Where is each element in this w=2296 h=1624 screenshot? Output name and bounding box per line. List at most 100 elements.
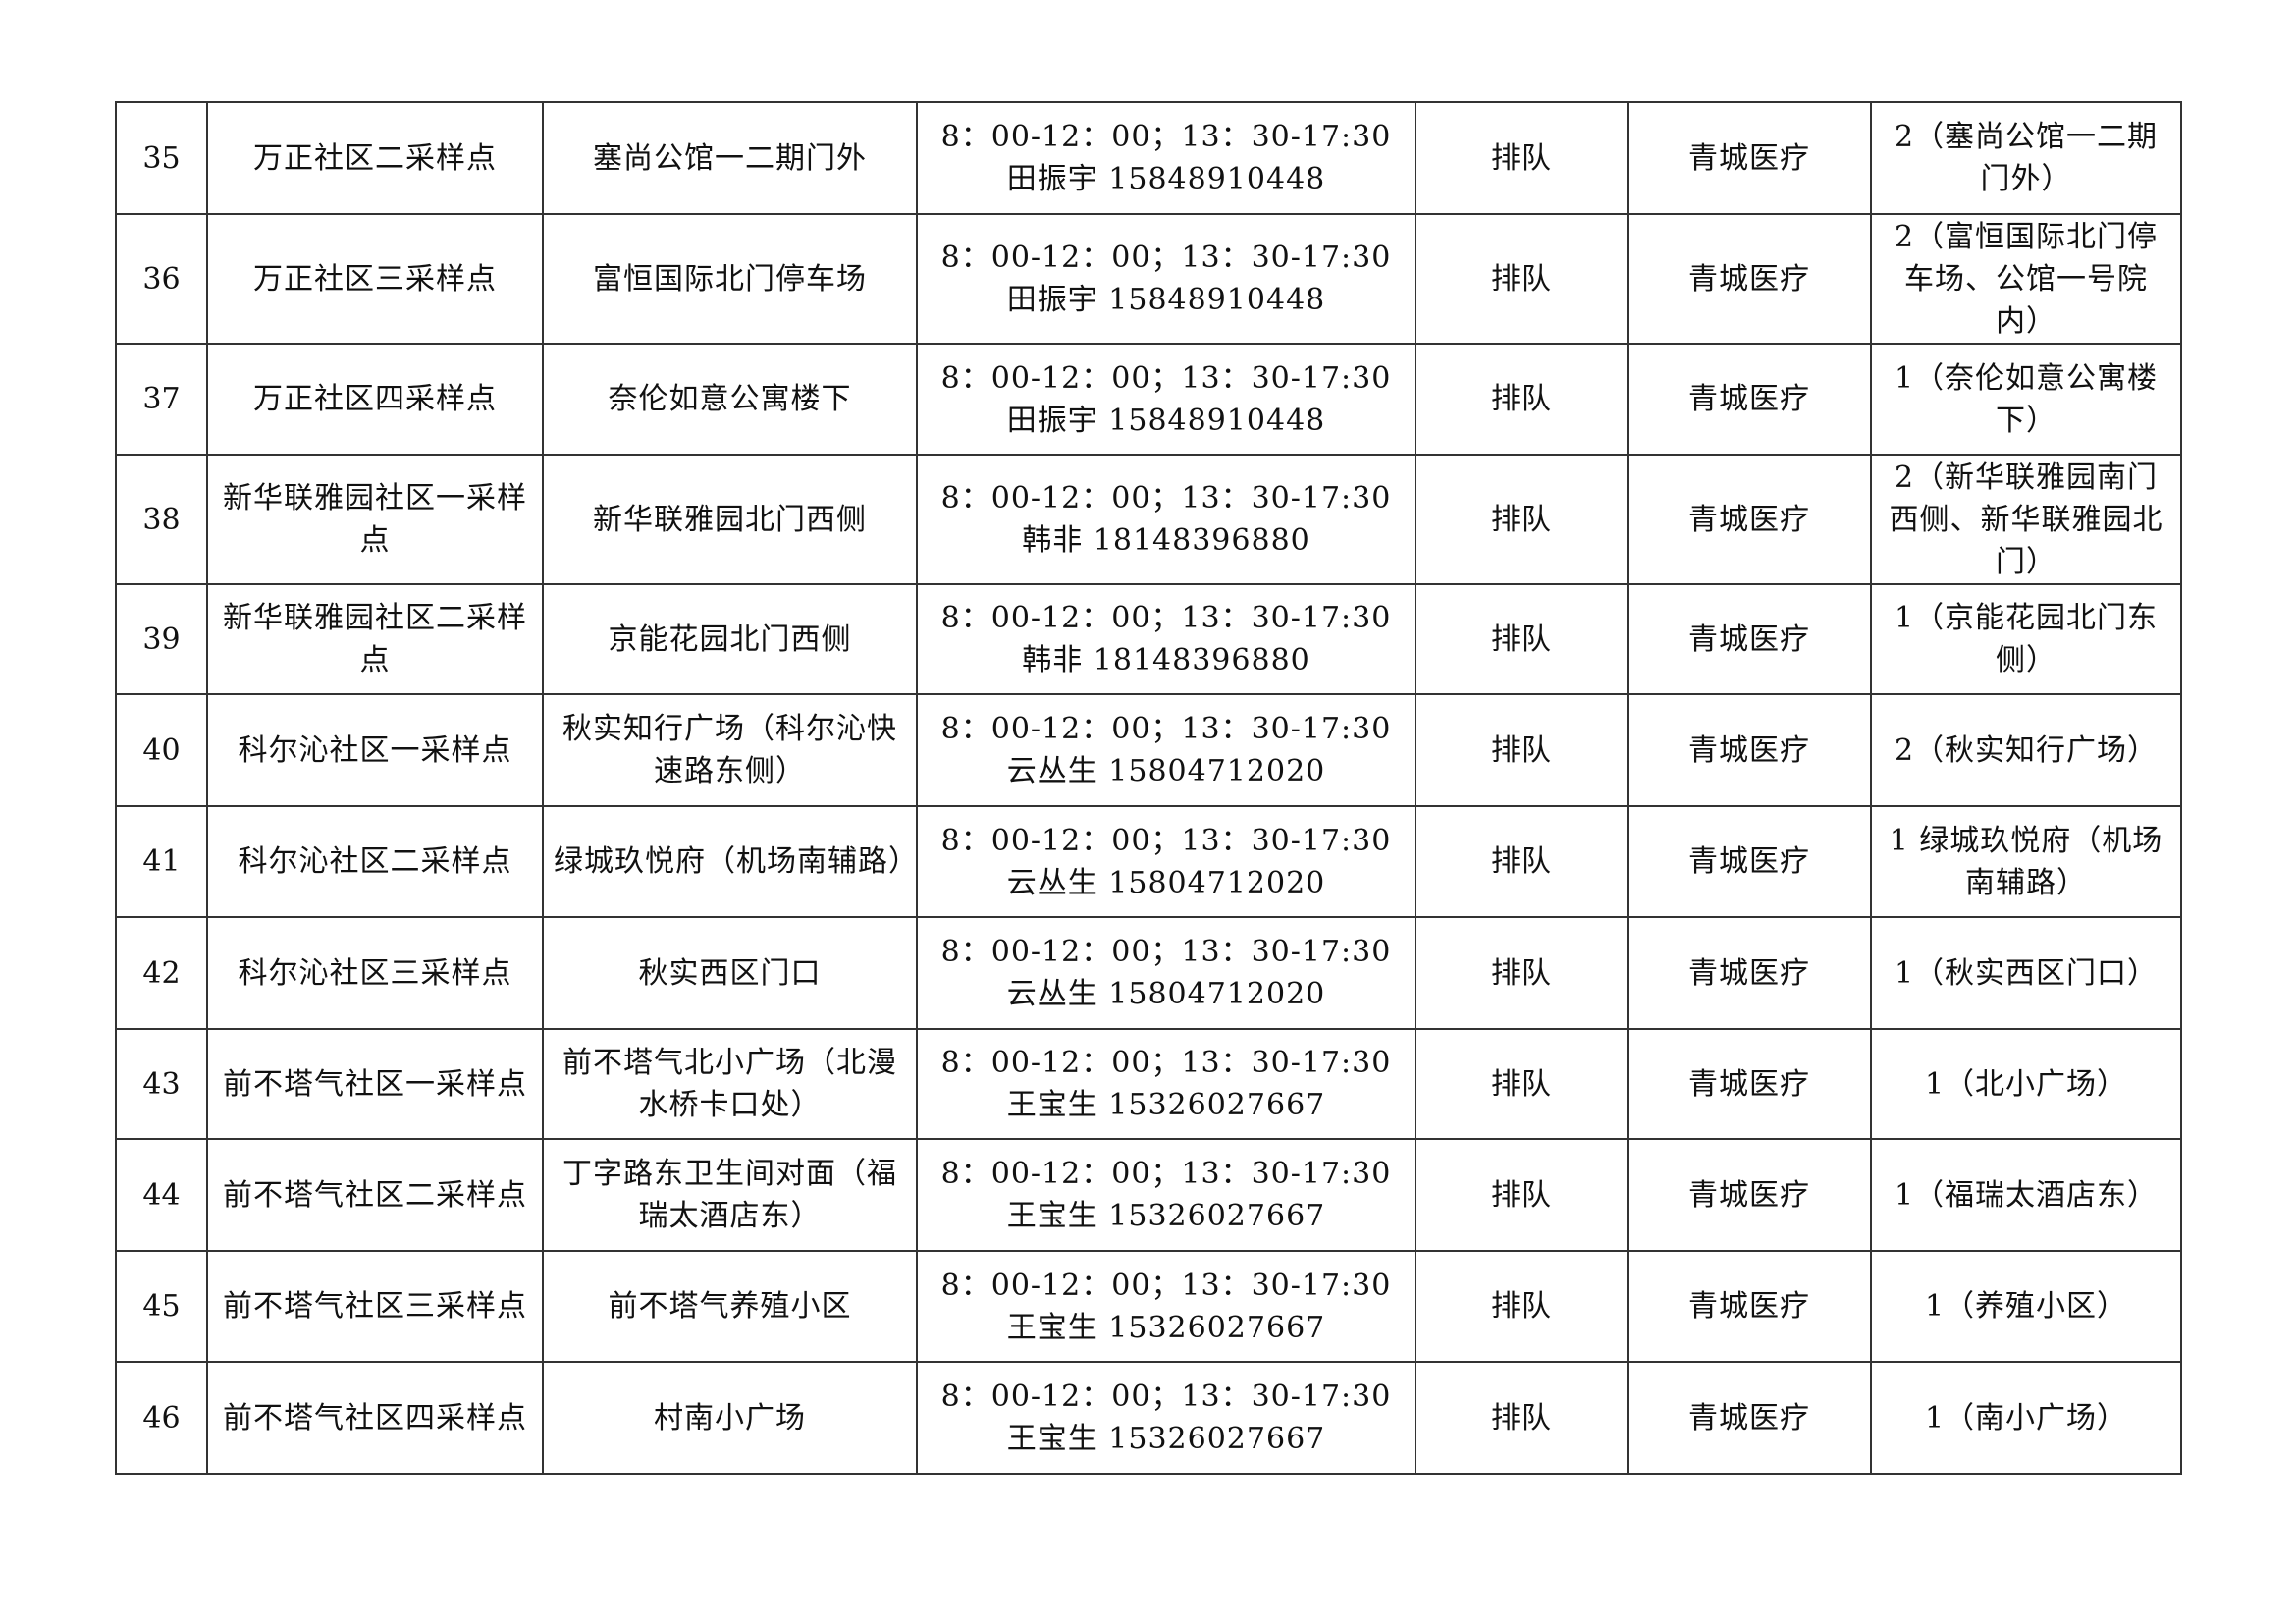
site-location: 京能花园北门西侧: [542, 583, 918, 695]
service-hours: 8：00-12：00；13：30-17:30: [940, 1380, 1392, 1414]
sampling-sites-table: 35 万正社区二采样点 塞尚公馆一二期门外 8：00-12：00；13：30-17:3…: [115, 101, 2182, 1475]
row-number: 40: [115, 693, 208, 807]
row-number: 44: [115, 1138, 208, 1252]
service-hours: 8：00-12：00；13：30-17:30: [940, 935, 1392, 969]
medical-org: 青城医疗: [1627, 213, 1872, 345]
hours-contact-cell: 8：00-12：00；13：30-17:30 云丛生 15804712020: [916, 916, 1416, 1030]
site-location: 秋实西区门口: [542, 916, 918, 1030]
site-name: 万正社区四采样点: [206, 343, 544, 456]
site-name: 前不塔气社区四采样点: [206, 1361, 544, 1475]
medical-org: 青城医疗: [1627, 1361, 1872, 1475]
table-row: 39 新华联雅园社区二采样点 京能花园北门西侧 8：00-12：00；13：30-17…: [115, 583, 2182, 695]
site-name: 万正社区二采样点: [206, 101, 544, 215]
site-location: 绿城玖悦府（机场南辅路）: [542, 805, 918, 918]
sampling-points: 1（秋实西区门口）: [1870, 916, 2182, 1030]
sampling-mode: 排队: [1415, 1028, 1629, 1140]
site-location: 村南小广场: [542, 1361, 918, 1475]
service-hours: 8：00-12：00；13：30-17:30: [940, 712, 1392, 746]
hours-contact-cell: 8：00-12：00；13：30-17:30 王宝生 15326027667: [916, 1028, 1416, 1140]
service-hours: 8：00-12：00；13：30-17:30: [940, 241, 1392, 275]
row-number: 43: [115, 1028, 208, 1140]
contact-person: 韩非 18148396880: [1022, 643, 1310, 677]
service-hours: 8：00-12：00；13：30-17:30: [940, 1046, 1392, 1080]
site-name: 新华联雅园社区二采样点: [206, 583, 544, 695]
table-row: 44 前不塔气社区二采样点 丁字路东卫生间对面（福瑞太酒店东） 8：00-12：00；…: [115, 1138, 2182, 1252]
row-number: 41: [115, 805, 208, 918]
row-number: 35: [115, 101, 208, 215]
site-location: 前不塔气北小广场（北漫水桥卡口处）: [542, 1028, 918, 1140]
service-hours: 8：00-12：00；13：30-17:30: [940, 120, 1392, 154]
sampling-mode: 排队: [1415, 1250, 1629, 1363]
contact-person: 王宝生 15326027667: [1006, 1422, 1326, 1456]
sampling-points: 2（新华联雅园南门西侧、新华联雅园北门）: [1870, 454, 2182, 585]
site-name: 前不塔气社区三采样点: [206, 1250, 544, 1363]
service-hours: 8：00-12：00；13：30-17:30: [940, 481, 1392, 515]
sampling-points: 2（塞尚公馆一二期门外）: [1870, 101, 2182, 215]
contact-person: 田振宇 15848910448: [1006, 403, 1326, 438]
sampling-points: 2（富恒国际北门停车场、公馆一号院内）: [1870, 213, 2182, 345]
medical-org: 青城医疗: [1627, 1028, 1872, 1140]
hours-contact-cell: 8：00-12：00；13：30-17:30 王宝生 15326027667: [916, 1138, 1416, 1252]
site-name: 科尔沁社区一采样点: [206, 693, 544, 807]
hours-contact-cell: 8：00-12：00；13：30-17:30 王宝生 15326027667: [916, 1361, 1416, 1475]
service-hours: 8：00-12：00；13：30-17:30: [940, 360, 1392, 396]
site-location: 奈伦如意公寓楼下: [542, 343, 918, 456]
site-location: 富恒国际北门停车场: [542, 213, 918, 345]
site-name: 万正社区三采样点: [206, 213, 544, 345]
contact-person: 韩非 18148396880: [1022, 523, 1310, 558]
contact-person: 王宝生 15326027667: [1006, 1088, 1326, 1122]
contact-person: 田振宇 15848910448: [1006, 283, 1326, 317]
medical-org: 青城医疗: [1627, 693, 1872, 807]
service-hours: 8：00-12：00；13：30-17:30: [940, 1157, 1392, 1191]
sampling-mode: 排队: [1415, 343, 1629, 456]
medical-org: 青城医疗: [1627, 805, 1872, 918]
medical-org: 青城医疗: [1627, 916, 1872, 1030]
table-body: 35 万正社区二采样点 塞尚公馆一二期门外 8：00-12：00；13：30-17:3…: [115, 101, 2182, 1475]
table-row: 41 科尔沁社区二采样点 绿城玖悦府（机场南辅路） 8：00-12：00；13：30-…: [115, 805, 2182, 918]
table-row: 35 万正社区二采样点 塞尚公馆一二期门外 8：00-12：00；13：30-17:3…: [115, 101, 2182, 215]
contact-person: 王宝生 15326027667: [1006, 1199, 1326, 1233]
contact-person: 田振宇 15848910448: [1006, 162, 1326, 196]
hours-contact-cell: 8：00-12：00；13：30-17:30 云丛生 15804712020: [916, 805, 1416, 918]
contact-person: 王宝生 15326027667: [1006, 1310, 1326, 1345]
table-row: 38 新华联雅园社区一采样点 新华联雅园北门西侧 8：00-12：00；13：30-1…: [115, 454, 2182, 585]
site-location: 秋实知行广场（科尔沁快速路东侧）: [542, 693, 918, 807]
site-location: 塞尚公馆一二期门外: [542, 101, 918, 215]
site-location: 前不塔气养殖小区: [542, 1250, 918, 1363]
row-number: 38: [115, 454, 208, 585]
site-name: 前不塔气社区二采样点: [206, 1138, 544, 1252]
medical-org: 青城医疗: [1627, 454, 1872, 585]
sampling-points: 1（福瑞太酒店东）: [1870, 1138, 2182, 1252]
table-row: 40 科尔沁社区一采样点 秋实知行广场（科尔沁快速路东侧） 8：00-12：00；13…: [115, 693, 2182, 807]
table-row: 37 万正社区四采样点 奈伦如意公寓楼下 8：00-12：00；13：30-17:30…: [115, 343, 2182, 456]
medical-org: 青城医疗: [1627, 101, 1872, 215]
service-hours: 8：00-12：00；13：30-17:30: [940, 601, 1392, 635]
contact-person: 云丛生 15804712020: [1006, 977, 1326, 1011]
row-number: 45: [115, 1250, 208, 1363]
hours-contact-cell: 8：00-12：00；13：30-17:30 王宝生 15326027667: [916, 1250, 1416, 1363]
hours-contact-cell: 8：00-12：00；13：30-17:30 田振宇 15848910448: [916, 213, 1416, 345]
sampling-mode: 排队: [1415, 693, 1629, 807]
sampling-points: 2（秋实知行广场）: [1870, 693, 2182, 807]
table-row: 45 前不塔气社区三采样点 前不塔气养殖小区 8：00-12：00；13：30-17:…: [115, 1250, 2182, 1363]
hours-contact-cell: 8：00-12：00；13：30-17:30 田振宇 15848910448: [916, 101, 1416, 215]
site-name: 科尔沁社区三采样点: [206, 916, 544, 1030]
table-row: 46 前不塔气社区四采样点 村南小广场 8：00-12：00；13：30-17:30 王…: [115, 1361, 2182, 1475]
sampling-points: 1（京能花园北门东侧）: [1870, 583, 2182, 695]
sampling-mode: 排队: [1415, 454, 1629, 585]
sampling-mode: 排队: [1415, 1138, 1629, 1252]
sampling-mode: 排队: [1415, 101, 1629, 215]
sampling-mode: 排队: [1415, 213, 1629, 345]
row-number: 37: [115, 343, 208, 456]
sampling-points: 1（南小广场）: [1870, 1361, 2182, 1475]
row-number: 39: [115, 583, 208, 695]
medical-org: 青城医疗: [1627, 1138, 1872, 1252]
sampling-points: 1（奈伦如意公寓楼下）: [1870, 343, 2182, 456]
site-name: 新华联雅园社区一采样点: [206, 454, 544, 585]
sampling-mode: 排队: [1415, 805, 1629, 918]
sampling-mode: 排队: [1415, 916, 1629, 1030]
medical-org: 青城医疗: [1627, 583, 1872, 695]
sampling-mode: 排队: [1415, 1361, 1629, 1475]
site-name: 科尔沁社区二采样点: [206, 805, 544, 918]
service-hours: 8：00-12：00；13：30-17:30: [940, 1268, 1392, 1303]
